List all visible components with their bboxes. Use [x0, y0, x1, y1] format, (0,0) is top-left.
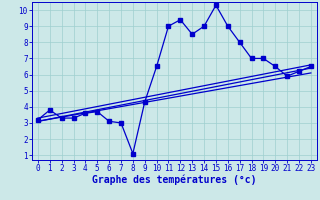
X-axis label: Graphe des températures (°c): Graphe des températures (°c): [92, 175, 257, 185]
